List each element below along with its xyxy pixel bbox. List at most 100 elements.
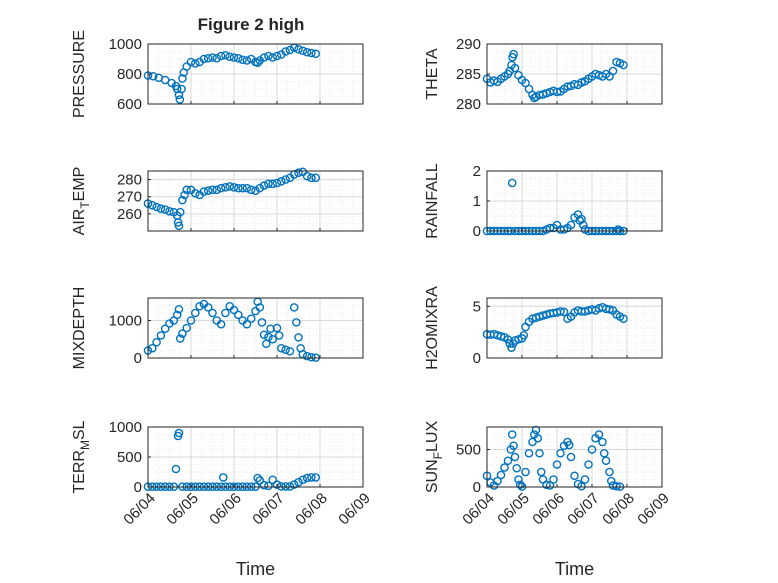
data-point (552, 87, 562, 97)
data-point (174, 428, 184, 438)
data-point (190, 308, 200, 318)
data-point (186, 316, 196, 325)
data-point (281, 482, 290, 491)
data-point (510, 63, 520, 73)
y-tick-label: 1000 (109, 419, 142, 436)
y-axis-label: PRESSURE (71, 30, 88, 118)
y-tick-label: 285 (456, 66, 481, 83)
data-point (165, 206, 174, 216)
data-point (285, 346, 295, 356)
data-point (272, 51, 282, 61)
data-point (203, 186, 213, 196)
y-tick-label: 270 (117, 189, 142, 206)
y-tick-label: 0 (473, 479, 481, 496)
data-point (311, 473, 321, 482)
data-point (259, 480, 269, 490)
axes-frame (486, 426, 663, 488)
data-point (264, 481, 273, 491)
data-point (552, 460, 562, 469)
data-point (496, 470, 506, 480)
data-point (274, 331, 284, 340)
data-point (160, 324, 170, 334)
data-point (298, 167, 308, 177)
data-point (259, 330, 269, 340)
data-point (542, 480, 551, 490)
data-point (268, 334, 278, 344)
data-point (255, 183, 265, 193)
data-point (251, 186, 260, 196)
panel-h2omixra: 0 5 H2OMIXRA (424, 286, 663, 370)
data-point (218, 473, 228, 482)
data-point (212, 53, 222, 63)
data-point (500, 463, 509, 472)
data-point (233, 53, 243, 63)
data-point (221, 182, 230, 192)
data-point (566, 220, 576, 230)
data-point (507, 178, 517, 188)
y-tick-label: 800 (117, 66, 142, 83)
data-point (208, 308, 217, 318)
data-point (272, 480, 282, 489)
data-point (311, 173, 321, 183)
data-point (242, 183, 252, 193)
data-point (174, 304, 184, 314)
data-point (177, 84, 186, 94)
data-point (307, 473, 316, 482)
data-point (208, 53, 217, 62)
data-point (246, 314, 256, 323)
data-point (175, 207, 185, 217)
panel-mixdepth: 0 1000 MIXDEPTH (71, 287, 364, 369)
data-point (216, 319, 226, 329)
data-point (195, 301, 204, 311)
x-axis-label: Time (555, 559, 594, 579)
data-point (302, 351, 312, 361)
data-point (147, 200, 157, 210)
data-point (182, 323, 191, 333)
data-point (276, 343, 286, 353)
data-point (268, 53, 278, 62)
y-tick-label: 0 (134, 479, 142, 496)
data-point (289, 303, 299, 312)
y-tick-label: 600 (117, 96, 142, 113)
data-point (535, 448, 544, 458)
data-point (509, 49, 518, 59)
data-point (175, 95, 185, 104)
y-tick-label: 0 (134, 350, 142, 367)
data-point (238, 183, 247, 193)
data-point (507, 343, 516, 352)
data-point (156, 204, 166, 214)
data-point (148, 71, 158, 81)
data-point (503, 456, 513, 466)
data-point (182, 185, 191, 195)
data-point (238, 55, 247, 65)
data-point (531, 425, 541, 435)
y-axis-label: RAINFALL (424, 163, 441, 239)
data-point (276, 176, 286, 186)
data-point (294, 333, 303, 342)
data-point (302, 47, 312, 57)
data-point (233, 183, 243, 193)
data-point (255, 476, 265, 485)
data-point (302, 473, 312, 483)
data-point (307, 173, 316, 183)
data-point (533, 433, 543, 443)
data-point (507, 430, 517, 439)
figure-title: Figure 2 high (198, 15, 305, 34)
data-point (613, 225, 623, 234)
data-point (294, 44, 303, 54)
data-point (580, 475, 590, 484)
data-point (152, 337, 161, 347)
y-tick-label: 280 (117, 172, 142, 189)
data-point (294, 477, 303, 487)
data-point (253, 473, 262, 483)
data-point (152, 202, 161, 212)
y-tick-label: 1000 (109, 36, 142, 53)
data-point (515, 480, 525, 490)
data-point (578, 220, 588, 230)
data-point (496, 331, 506, 341)
data-point (281, 175, 290, 184)
y-axis-label: H2OMIXRA (424, 286, 441, 370)
data-point (203, 53, 213, 63)
data-point (175, 334, 185, 343)
